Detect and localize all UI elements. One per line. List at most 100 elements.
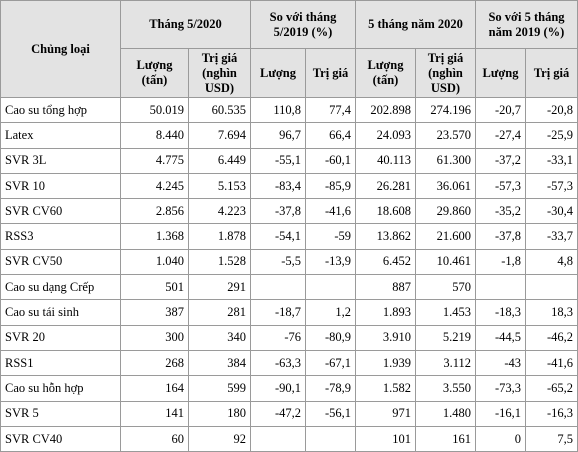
cell: -85,9 — [305, 172, 356, 200]
cell: -44,5 — [475, 324, 526, 351]
cell: 92 — [188, 425, 251, 452]
cell: -55,1 — [250, 147, 306, 174]
subheader: Lượng — [475, 48, 526, 98]
group-header: 5 tháng năm 2020 — [355, 0, 476, 49]
cell: -57,3 — [475, 172, 526, 200]
cell: -37,2 — [475, 147, 526, 174]
row-label: SVR 5 — [0, 400, 121, 427]
cell: 26.281 — [355, 172, 416, 200]
table-row: RSS3 1.368 1.878 -54,1 -59 13.862 21.600 -37,8-… — [0, 223, 578, 250]
table-row: SVR 20 300 340 -76 -80,9 3.910 5.219 -44,5 -46,2 — [0, 324, 578, 351]
cell: 77,4 — [305, 96, 356, 124]
cell: 4.775 — [120, 147, 189, 174]
cell: 268 — [120, 349, 189, 377]
cell: 202.898 — [355, 96, 416, 124]
cell: 13.862 — [355, 223, 416, 250]
cell: 1.528 — [188, 248, 251, 276]
cell: -16,3 — [524, 400, 578, 427]
cell: 7.694 — [188, 122, 251, 149]
cell: 5.219 — [415, 324, 476, 351]
cell: 6.449 — [188, 147, 251, 174]
cell — [250, 425, 306, 452]
table-row: Cao su tổng hợp 50.019 60.535 110,8 77,4 202.… — [0, 96, 578, 124]
cell: 101 — [355, 425, 416, 452]
cell: 971 — [355, 400, 416, 427]
cell: 21.600 — [415, 223, 476, 250]
cell: 2.856 — [120, 198, 189, 225]
cell: -41,6 — [305, 198, 356, 225]
header-row: Chủng loại Tháng 5/2020 So với tháng 5/20… — [0, 0, 578, 98]
cell: -20,7 — [475, 96, 526, 124]
cell: 300 — [120, 324, 189, 351]
cell: 274.196 — [415, 96, 476, 124]
cell: -37,8 — [475, 223, 526, 250]
category-header: Chủng loại — [0, 0, 121, 98]
cell: 501 — [120, 274, 189, 301]
cell: -57,3 — [524, 172, 578, 200]
subheader-row: Lượng (tấn) Trị giá (nghìn USD) Lượng Trị g… — [1, 48, 578, 98]
subheader: Lượng — [250, 48, 306, 98]
cell: 3.112 — [415, 349, 476, 377]
table-row: SVR CV60 2.856 4.223 -37,8 -41,6 18.608 29.860… — [0, 198, 578, 225]
subheader: Trị giá (nghìn USD) — [415, 48, 476, 98]
cell: 3.910 — [355, 324, 416, 351]
cell: 291 — [188, 274, 251, 301]
table-body: Cao su tổng hợp 50.019 60.535 110,8 77,4 202.… — [0, 96, 578, 452]
table-row: SVR 3L 4.775 6.449 -55,1 -60,1 40.113 61.300 -3… — [0, 147, 578, 174]
cell: -47,2 — [250, 400, 306, 427]
cell — [305, 274, 356, 301]
cell: 0 — [475, 425, 526, 452]
cell: -83,4 — [250, 172, 306, 200]
cell: 887 — [355, 274, 416, 301]
cell: 18,3 — [524, 299, 578, 326]
row-label: Cao su tổng hợp — [0, 96, 121, 124]
row-label: Cao su tái sinh — [0, 299, 121, 326]
subheader: Lượng (tấn) — [355, 48, 416, 98]
cell: -60,1 — [305, 147, 356, 174]
cell: 1.453 — [415, 299, 476, 326]
table-row: Latex 8.440 7.694 96,7 66,4 24.093 23.570 -27,4… — [0, 122, 578, 149]
cell: -76 — [250, 324, 306, 351]
table-row: Cao su tái sinh 387 281 -18,7 1,2 1.893 1.453-… — [0, 299, 578, 326]
table-row: SVR 10 4.245 5.153 -83,4 -85,9 26.281 36.061 -5… — [0, 172, 578, 200]
cell: 1.893 — [355, 299, 416, 326]
cell: -18,7 — [250, 299, 306, 326]
table-row: SVR CV40 60 92 101 161 0 7,5 — [0, 425, 578, 452]
cell: -43 — [475, 349, 526, 377]
cell: 96,7 — [250, 122, 306, 149]
cell: 66,4 — [305, 122, 356, 149]
cell: 40.113 — [355, 147, 416, 174]
row-label: SVR 10 — [0, 172, 121, 200]
subheader: Trị giá — [305, 48, 356, 98]
cell: 281 — [188, 299, 251, 326]
cell: -73,3 — [475, 375, 526, 402]
cell: -33,1 — [524, 147, 578, 174]
cell: 36.061 — [415, 172, 476, 200]
row-label: SVR CV40 — [0, 425, 121, 452]
row-label: SVR CV60 — [0, 198, 121, 225]
cell: 340 — [188, 324, 251, 351]
subheader: Lượng (tấn) — [120, 48, 189, 98]
cell: -35,2 — [475, 198, 526, 225]
cell: 29.860 — [415, 198, 476, 225]
cell: -59 — [305, 223, 356, 250]
cell: -30,4 — [524, 198, 578, 225]
cell: -65,2 — [524, 375, 578, 402]
cell: -1,8 — [475, 248, 526, 276]
row-label: RSS3 — [0, 223, 121, 250]
table-row: SVR 5 141 180 -47,2 -56,1 971 1.480 -16,1 -16,3 — [0, 400, 578, 427]
cell — [475, 274, 526, 301]
cell: 7,5 — [524, 425, 578, 452]
cell: 161 — [415, 425, 476, 452]
subheader: Trị giá (nghìn USD) — [188, 48, 251, 98]
table-row: Cao su dạng Crếp 501 291 887 570 — [0, 274, 578, 301]
cell: -37,8 — [250, 198, 306, 225]
cell: 23.570 — [415, 122, 476, 149]
row-label: SVR CV50 — [0, 248, 121, 276]
cell: 60 — [120, 425, 189, 452]
cell: -78,9 — [305, 375, 356, 402]
cell: 1.582 — [355, 375, 416, 402]
cell: 4.245 — [120, 172, 189, 200]
